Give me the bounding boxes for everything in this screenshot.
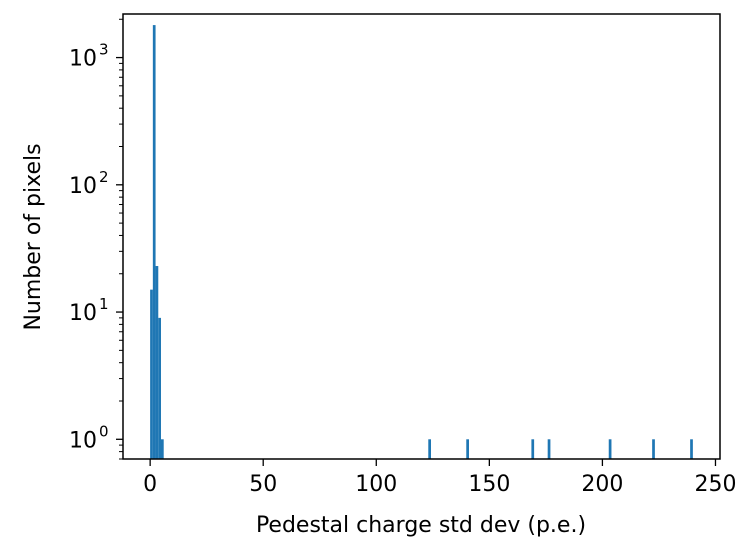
x-axis: 0 50 100 150 200 250 xyxy=(143,459,736,497)
y-tick-exponent: 3 xyxy=(99,41,109,59)
histogram-bar xyxy=(150,289,153,459)
plot-frame xyxy=(122,13,721,460)
histogram-bar xyxy=(652,439,655,459)
y-tick-exponent: 0 xyxy=(99,422,109,440)
y-axis-label: Number of pixels xyxy=(21,143,46,330)
y-tick-exponent: 2 xyxy=(99,168,109,186)
x-tick-label: 200 xyxy=(581,472,623,497)
y-tick-label: 10 xyxy=(69,428,97,453)
histogram-bar xyxy=(466,439,469,459)
histogram-bar xyxy=(155,266,159,459)
histogram-bar xyxy=(531,439,535,459)
histogram-bar xyxy=(608,439,612,459)
y-tick-label: 10 xyxy=(69,174,97,199)
x-tick-label: 250 xyxy=(694,472,736,497)
histogram-bar xyxy=(690,439,693,459)
y-tick-label: 10 xyxy=(69,47,97,72)
y-tick-label: 10 xyxy=(69,301,97,326)
histogram-bar xyxy=(152,25,156,460)
x-tick-label: 100 xyxy=(355,472,397,497)
y-tick-exponent: 1 xyxy=(99,295,109,313)
x-tick-label: 0 xyxy=(143,472,157,497)
histogram-bars xyxy=(150,25,693,460)
histogram-bar xyxy=(428,439,431,459)
x-tick-label: 150 xyxy=(468,472,510,497)
histogram-bar xyxy=(160,439,164,459)
x-axis-label: Pedestal charge std dev (p.e.) xyxy=(256,513,586,538)
x-tick-label: 50 xyxy=(249,472,277,497)
histogram-bar xyxy=(158,317,161,459)
histogram-bar xyxy=(547,439,551,459)
